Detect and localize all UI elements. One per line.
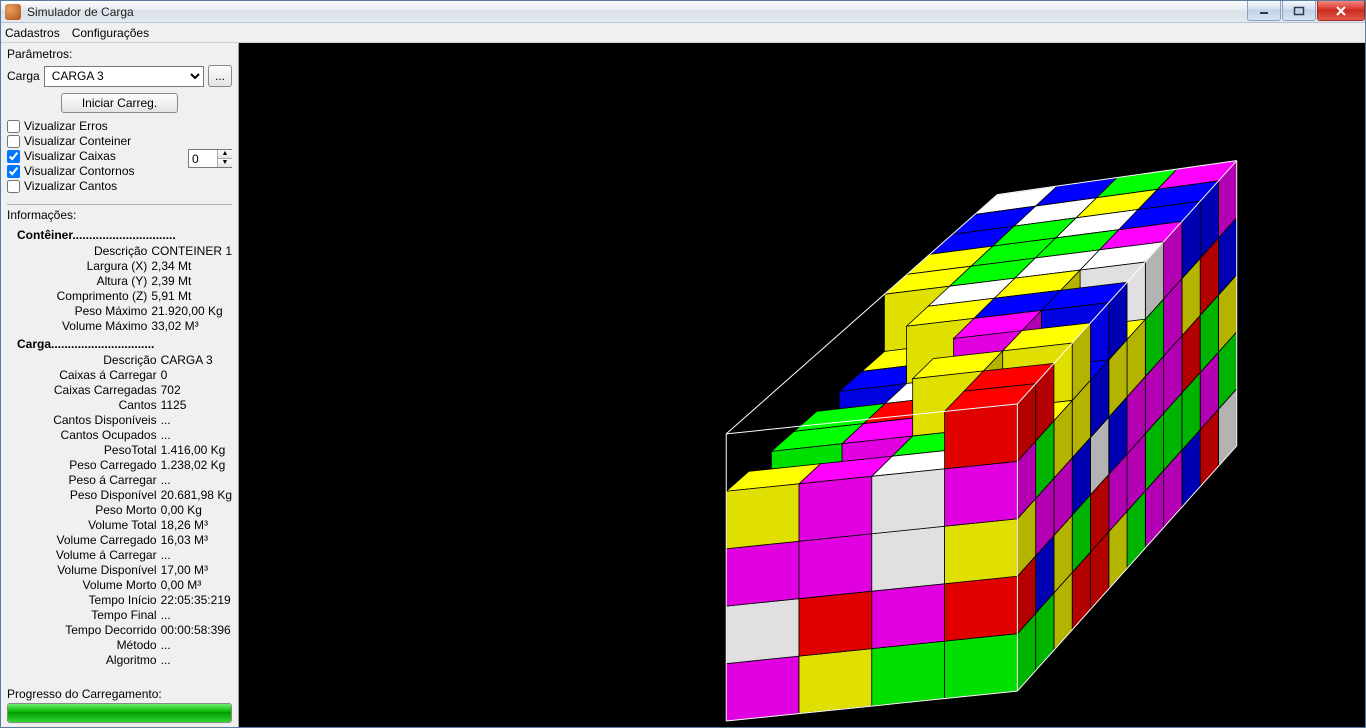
menu-cadastros[interactable]: Cadastros bbox=[5, 26, 60, 40]
sidebar: Parâmetros: Carga CARGA 3 ... Iniciar Ca… bbox=[1, 43, 239, 727]
carga-info-grid: Descrição CARGA 3 Caixas á Carregar 0 Caixas… bbox=[7, 353, 232, 667]
spinner-up-icon[interactable]: ▲ bbox=[218, 150, 232, 159]
info-label: Método bbox=[7, 638, 157, 652]
maximize-button[interactable] bbox=[1282, 1, 1316, 21]
spinner-down-icon[interactable]: ▼ bbox=[218, 159, 232, 167]
chk-viz-erros[interactable] bbox=[7, 120, 20, 133]
chk-viz-cantos-label: Vizualizar Cantos bbox=[24, 179, 117, 193]
progress-bar bbox=[7, 703, 232, 723]
info-label: Peso Carregado bbox=[7, 458, 157, 472]
info-value: 1125 bbox=[161, 398, 232, 412]
chk-viz-contornos-label: Visualizar Contornos bbox=[24, 164, 135, 178]
window-title: Simulador de Carga bbox=[27, 5, 134, 19]
titlebar: Simulador de Carga bbox=[1, 1, 1365, 23]
info-label: PesoTotal bbox=[7, 443, 157, 457]
3d-scene bbox=[239, 43, 1365, 727]
info-label: Largura (X) bbox=[7, 259, 147, 273]
info-label: Descrição bbox=[7, 353, 157, 367]
caixas-spinner-input[interactable] bbox=[189, 150, 217, 167]
3d-viewport[interactable] bbox=[239, 43, 1365, 727]
info-value: 702 bbox=[161, 383, 232, 397]
info-value: ... bbox=[161, 608, 232, 622]
info-label: Caixas á Carregar bbox=[7, 368, 157, 382]
informacoes-label: Informações: bbox=[7, 208, 232, 222]
info-value: ... bbox=[161, 548, 232, 562]
content-area: Parâmetros: Carga CARGA 3 ... Iniciar Ca… bbox=[1, 43, 1365, 727]
iniciar-button[interactable]: Iniciar Carreg. bbox=[61, 93, 178, 113]
info-value: 5,91 Mt bbox=[151, 289, 232, 303]
menu-configuracoes[interactable]: Configurações bbox=[72, 26, 149, 40]
info-value: 0,00 M³ bbox=[161, 578, 232, 592]
info-label: Peso Morto bbox=[7, 503, 157, 517]
info-value: 0,00 Kg bbox=[161, 503, 232, 517]
info-value: 1.238,02 Kg bbox=[161, 458, 232, 472]
info-value: ... bbox=[161, 638, 232, 652]
info-value: ... bbox=[161, 473, 232, 487]
chk-viz-conteiner[interactable] bbox=[7, 135, 20, 148]
info-value: 16,03 M³ bbox=[161, 533, 232, 547]
minimize-button[interactable] bbox=[1247, 1, 1281, 21]
chk-viz-cantos[interactable] bbox=[7, 180, 20, 193]
checkbox-group: Vizualizar Erros Visualizar Conteiner Vi… bbox=[7, 119, 232, 194]
info-value: ... bbox=[161, 653, 232, 667]
info-label: Tempo Início bbox=[7, 593, 157, 607]
info-value: 22:05:35:219 bbox=[161, 593, 232, 607]
info-label: Volume á Carregar bbox=[7, 548, 157, 562]
info-value: CARGA 3 bbox=[161, 353, 232, 367]
info-label: Tempo Final bbox=[7, 608, 157, 622]
app-window: Simulador de Carga Cadastros Configuraçõ… bbox=[0, 0, 1366, 728]
info-label: Peso Máximo bbox=[7, 304, 147, 318]
chk-viz-caixas-label: Visualizar Caixas bbox=[24, 149, 116, 163]
info-label: Altura (Y) bbox=[7, 274, 147, 288]
info-label: Cantos Disponíveis bbox=[7, 413, 157, 427]
info-label: Volume Máximo bbox=[7, 319, 147, 333]
carga-combobox[interactable]: CARGA 3 bbox=[44, 66, 204, 87]
info-value: 18,26 M³ bbox=[161, 518, 232, 532]
info-value: 2,34 Mt bbox=[151, 259, 232, 273]
info-value: 20.681,98 Kg bbox=[161, 488, 232, 502]
info-value: ... bbox=[161, 428, 232, 442]
info-label: Volume Total bbox=[7, 518, 157, 532]
info-value: CONTEINER 1 bbox=[151, 244, 232, 258]
info-label: Volume Disponível bbox=[7, 563, 157, 577]
caixas-spinner[interactable]: ▲ ▼ bbox=[188, 149, 232, 168]
progress-label: Progresso do Carregamento: bbox=[7, 679, 232, 701]
info-label: Tempo Decorrido bbox=[7, 623, 157, 637]
info-label: Algoritmo bbox=[7, 653, 157, 667]
conteiner-info-grid: Descrição CONTEINER 1 Largura (X) 2,34 Mt Al… bbox=[7, 244, 232, 333]
info-value: 2,39 Mt bbox=[151, 274, 232, 288]
info-label: Volume Carregado bbox=[7, 533, 157, 547]
info-value: 21.920,00 Kg bbox=[151, 304, 232, 318]
info-value: 33,02 M³ bbox=[151, 319, 232, 333]
info-value: 1.416,00 Kg bbox=[161, 443, 232, 457]
info-label: Caixas Carregadas bbox=[7, 383, 157, 397]
carga-label: Carga bbox=[7, 69, 40, 83]
info-label: Comprimento (Z) bbox=[7, 289, 147, 303]
window-buttons bbox=[1247, 1, 1365, 21]
chk-viz-contornos[interactable] bbox=[7, 165, 20, 178]
info-label: Volume Morto bbox=[7, 578, 157, 592]
carga-header: Carga bbox=[17, 337, 232, 351]
info-label: Descrição bbox=[7, 244, 147, 258]
info-label: Peso á Carregar bbox=[7, 473, 157, 487]
info-value: 00:00:58:396 bbox=[161, 623, 232, 637]
conteiner-header: Contêiner bbox=[17, 228, 232, 242]
info-label: Cantos Ocupados bbox=[7, 428, 157, 442]
close-button[interactable] bbox=[1317, 1, 1365, 21]
parametros-label: Parâmetros: bbox=[7, 47, 232, 61]
info-value: ... bbox=[161, 413, 232, 427]
app-icon bbox=[5, 4, 21, 20]
chk-viz-caixas[interactable] bbox=[7, 150, 20, 163]
info-value: 0 bbox=[161, 368, 232, 382]
chk-viz-conteiner-label: Visualizar Conteiner bbox=[24, 134, 131, 148]
info-value: 17,00 M³ bbox=[161, 563, 232, 577]
browse-button[interactable]: ... bbox=[208, 65, 232, 87]
info-label: Peso Disponível bbox=[7, 488, 157, 502]
chk-viz-erros-label: Vizualizar Erros bbox=[24, 119, 108, 133]
progress-fill bbox=[8, 704, 231, 722]
info-label: Cantos bbox=[7, 398, 157, 412]
menubar: Cadastros Configurações bbox=[1, 23, 1365, 43]
